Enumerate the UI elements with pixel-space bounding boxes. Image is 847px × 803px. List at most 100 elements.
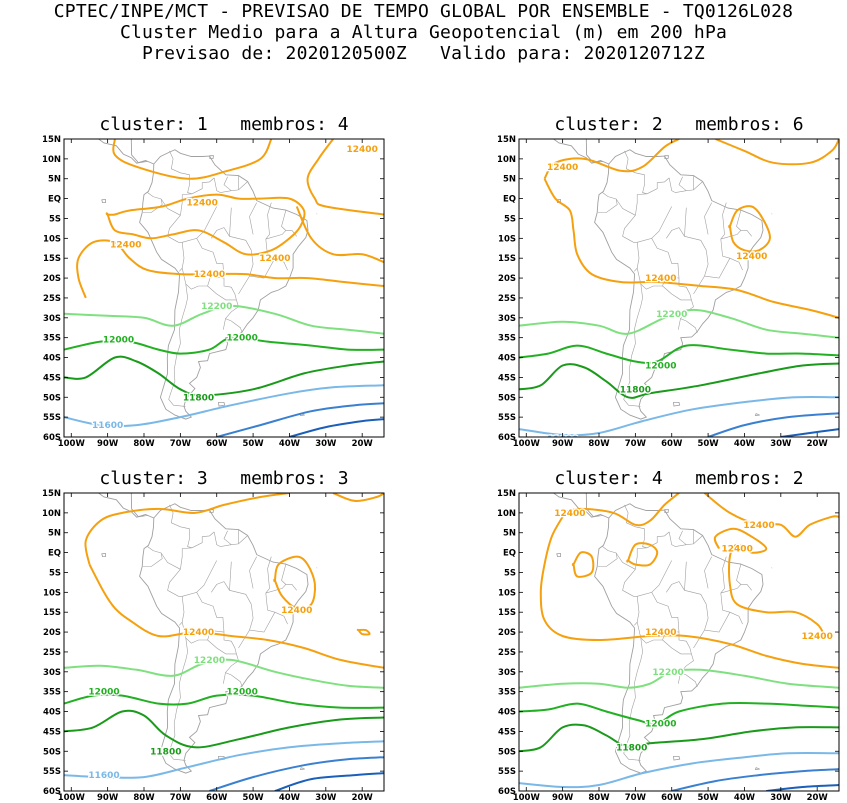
x-tick-label: 80W [133, 439, 155, 449]
x-tick-label: 30W [315, 439, 337, 449]
y-tick-label: 40S [43, 708, 61, 718]
island [581, 461, 614, 473]
coastline-central-america [97, 139, 154, 165]
x-tick-label: 80W [588, 439, 610, 449]
y-tick-label: 15N [497, 135, 516, 145]
border-line [211, 581, 252, 605]
contour-12400 [88, 564, 384, 669]
contour-11400 [209, 756, 384, 791]
contour-12400 [84, 493, 290, 565]
x-tick-label: 30W [315, 793, 337, 803]
contour-label: 11600 [92, 421, 123, 431]
coastline-south-america [594, 503, 764, 774]
border-line [265, 556, 272, 594]
y-tick-label: 35S [43, 334, 61, 344]
island [646, 125, 652, 127]
header-line-1: CPTEC/INPE/MCT - PREVISAO DE TEMPO GLOBA… [53, 1, 794, 22]
x-tick-label: 40W [734, 793, 756, 803]
island [605, 480, 612, 482]
border-line [211, 227, 252, 251]
y-tick-label: 50S [498, 747, 516, 757]
border-line [720, 584, 742, 594]
border-line [678, 278, 692, 300]
y-tick-label: 15N [497, 489, 516, 499]
x-tick-label: 90W [97, 793, 119, 803]
border-line [223, 530, 232, 545]
header-line-2: Cluster Medio para a Altura Geopotencial… [119, 22, 728, 43]
contour-label: 12400 [547, 163, 578, 173]
y-tick-label: 30S [498, 314, 516, 324]
contour-label: 12400 [736, 252, 767, 262]
border-line [142, 546, 163, 567]
border-line [265, 230, 287, 240]
y-tick-label: 30S [43, 314, 61, 324]
x-tick-label: 90W [552, 439, 574, 449]
island [664, 509, 669, 513]
map-frame [518, 492, 840, 792]
contour-12400 [728, 205, 771, 253]
x-tick-label: 60W [661, 793, 683, 803]
y-tick-label: 20S [43, 274, 61, 284]
contour-11800 [64, 355, 384, 397]
border-line [597, 192, 618, 213]
y-tick-label: 40S [498, 708, 516, 718]
y-tick-label: 10S [43, 588, 61, 598]
island [664, 155, 669, 159]
border-line [196, 560, 217, 593]
contour-label: 12400 [281, 606, 312, 616]
y-tick-label: 5N [503, 529, 516, 539]
y-tick-label: 5S [504, 214, 516, 224]
x-tick-label: 100W [58, 793, 86, 803]
y-tick-label: 30S [43, 668, 61, 678]
contour-12400 [713, 527, 826, 637]
border-line [238, 250, 254, 295]
contour-12200 [519, 668, 839, 689]
map-frame [63, 492, 385, 792]
map-panel-4: 12400 12400 12400 12400 12400 12200 12000 11800… [497, 461, 840, 803]
y-tick-label: EQ [48, 549, 61, 559]
y-tick-label: 15S [43, 254, 61, 264]
y-tick-label: 15N [42, 489, 61, 499]
island [101, 552, 106, 557]
contour-12400 [703, 493, 839, 538]
contour-11600 [64, 740, 384, 779]
y-tick-label: 35S [43, 688, 61, 698]
y-tick-label: EQ [503, 195, 516, 205]
border-line [167, 215, 185, 272]
island [191, 125, 197, 127]
island [621, 474, 641, 481]
border-line [160, 198, 181, 216]
border-line [223, 278, 237, 300]
contour-label: 12200 [656, 310, 687, 320]
border-line [704, 556, 712, 589]
island [209, 155, 214, 159]
x-tick-label: 40W [279, 793, 301, 803]
x-tick-label: 50W [242, 793, 264, 803]
border-line [223, 672, 226, 684]
border-line [281, 564, 297, 591]
contour-11600 [519, 395, 839, 437]
border-line [180, 193, 193, 216]
border-line [168, 637, 188, 761]
border-line [720, 202, 727, 240]
map-area: 12400 12400 12400 12400 12400 12200 12000 11800 [519, 461, 839, 791]
border-line [736, 564, 752, 591]
contour-12400 [543, 139, 680, 180]
contour-11400 [707, 412, 839, 437]
coastline-south-america [139, 149, 309, 420]
border-line [207, 285, 237, 301]
border-line [678, 530, 687, 545]
contour-12400 [76, 239, 384, 299]
coastline-south-america [594, 149, 764, 420]
x-tick-label: 60W [661, 439, 683, 449]
border-line [182, 591, 225, 633]
header-line-3: Previsao de: 2020120500Z Valido para: 20… [142, 43, 705, 64]
contour-label: 12400 [194, 270, 225, 280]
island [581, 107, 614, 119]
island [126, 107, 159, 119]
y-tick-label: 5S [504, 568, 516, 578]
y-tick-label: 5S [49, 214, 61, 224]
y-tick-label: 40S [43, 354, 61, 364]
panel-title-1: cluster: 1 membros: 4 [99, 114, 349, 135]
